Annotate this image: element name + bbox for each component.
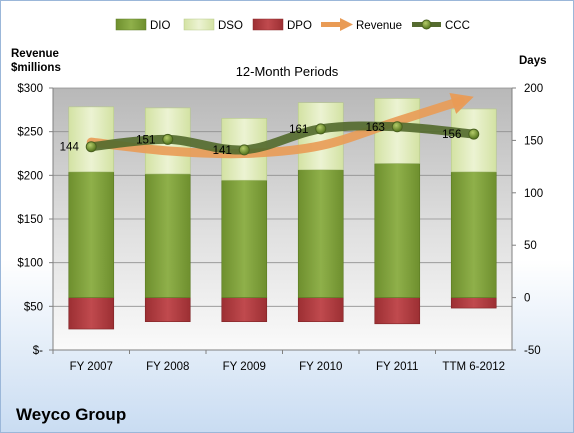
chart-title: 12-Month Periods [236, 64, 339, 79]
x-tick-label: FY 2008 [146, 361, 189, 373]
bar-dio [297, 169, 344, 298]
right-tick-label: 0 [524, 293, 530, 305]
ccc-point [468, 128, 480, 140]
lines: 144 151 141 161 163 156 [60, 92, 480, 159]
right-tick-label: -50 [524, 345, 541, 357]
x-tick-label: FY 2007 [70, 361, 113, 373]
bar-dpo [221, 297, 268, 323]
left-axis-title-line1: Revenue [11, 48, 59, 60]
ccc-data-label: 141 [213, 145, 232, 157]
ccc-data-label: 144 [60, 142, 80, 154]
right-tick-label: 50 [524, 240, 537, 252]
right-tick-label: 100 [524, 188, 543, 200]
legend-swatch-dpo [252, 18, 284, 31]
legend-swatch-ccc [412, 19, 441, 30]
ccc-data-label: 156 [442, 129, 461, 141]
axes: $- $50 $100 $150 $200 $250 $300 -50 0 50 100 150 200… [17, 83, 543, 373]
left-axis-title-line2: $millions [11, 62, 61, 74]
x-tick-label: FY 2010 [299, 361, 342, 373]
bar-dpo [450, 297, 497, 309]
left-tick-label: $- [33, 345, 43, 357]
legend-label-revenue: Revenue [356, 20, 402, 32]
ccc-point [162, 133, 174, 145]
bar-dio [144, 173, 191, 298]
x-tick-label: TTM 6-2012 [442, 361, 505, 373]
ccc-data-label: 163 [366, 122, 385, 134]
bar-dio [68, 171, 115, 298]
bar-dio [450, 171, 497, 298]
bar-dpo [374, 297, 421, 325]
legend-label-dio: DIO [150, 20, 171, 32]
left-tick-label: $50 [24, 301, 43, 313]
legend-label-ccc: CCC [445, 20, 470, 32]
legend: DIO DSO DPO Revenue CCC [115, 18, 470, 32]
ccc-line [86, 121, 479, 155]
ccc-point [238, 144, 250, 156]
legend-swatch-revenue [321, 18, 353, 31]
legend-label-dso: DSO [218, 20, 243, 32]
ccc-point [315, 123, 327, 135]
ccc-point [391, 121, 403, 133]
bars [68, 98, 497, 330]
bar-dio [221, 179, 268, 298]
x-tick-label: FY 2011 [376, 361, 418, 373]
bar-dpo [297, 297, 344, 323]
legend-label-dpo: DPO [287, 20, 312, 32]
revenue-line [86, 96, 465, 159]
right-axis-title: Days [519, 55, 547, 67]
x-tick-label: FY 2009 [223, 361, 266, 373]
right-tick-label: 200 [524, 83, 543, 95]
bar-dpo [144, 297, 191, 323]
bar-dio [374, 163, 421, 298]
ccc-data-label: 151 [136, 134, 155, 146]
bar-dso [450, 108, 497, 173]
ccc-data-label: 161 [289, 124, 308, 136]
revenue-arrowhead [449, 92, 474, 114]
legend-swatch-dio [115, 18, 147, 31]
left-tick-label: $100 [17, 258, 43, 270]
legend-swatch-dso [183, 18, 215, 31]
right-tick-label: 150 [524, 135, 543, 147]
left-tick-label: $300 [17, 83, 43, 95]
bar-dpo [68, 297, 115, 330]
left-tick-label: $250 [17, 127, 43, 139]
left-tick-label: $150 [17, 214, 43, 226]
company-name: Weyco Group [16, 405, 127, 424]
left-tick-label: $200 [17, 170, 43, 182]
ccc-point [85, 141, 97, 153]
